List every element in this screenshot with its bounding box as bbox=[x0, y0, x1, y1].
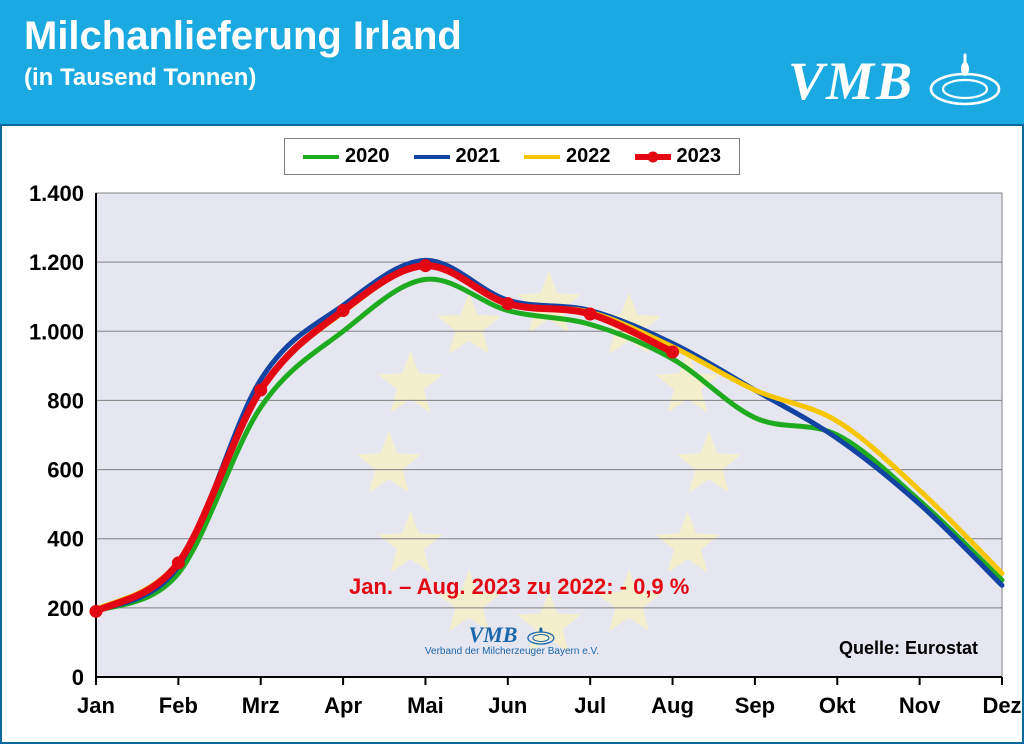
legend-label: 2023 bbox=[677, 145, 722, 168]
svg-text:400: 400 bbox=[47, 527, 84, 552]
svg-text:Mrz: Mrz bbox=[242, 693, 280, 718]
chart-header: Milchanlieferung Irland (in Tausend Tonn… bbox=[0, 0, 1024, 126]
legend-item: 2023 bbox=[635, 145, 722, 168]
svg-text:Aug: Aug bbox=[651, 693, 694, 718]
brand-logo: VMB bbox=[788, 50, 1002, 112]
legend-item: 2021 bbox=[414, 145, 501, 168]
svg-text:800: 800 bbox=[47, 388, 84, 413]
svg-text:Jul: Jul bbox=[574, 693, 606, 718]
svg-text:600: 600 bbox=[47, 458, 84, 483]
svg-text:Nov: Nov bbox=[899, 693, 941, 718]
legend-item: 2020 bbox=[303, 145, 390, 168]
svg-text:1.400: 1.400 bbox=[29, 181, 84, 206]
svg-text:Dez: Dez bbox=[982, 693, 1021, 718]
chart-watermark: VMB Verband der Milcherzeuger Bayern e.V… bbox=[425, 622, 599, 657]
svg-text:Jan: Jan bbox=[77, 693, 115, 718]
chart-legend: 2020 2021 2022 2023 bbox=[284, 138, 740, 175]
legend-label: 2020 bbox=[345, 145, 390, 168]
chart-container: 0 200 400 600 800 1.000 1.200 1.400 Jan Feb Mrz Apr… bbox=[0, 126, 1024, 744]
source-label: Quelle: Eurostat bbox=[839, 638, 978, 659]
brand-logo-text: VMB bbox=[788, 50, 914, 112]
legend-label: 2022 bbox=[566, 145, 611, 168]
svg-text:Sep: Sep bbox=[735, 693, 775, 718]
svg-text:Feb: Feb bbox=[159, 693, 198, 718]
legend-item: 2022 bbox=[524, 145, 611, 168]
legend-swatch bbox=[524, 155, 560, 159]
svg-text:Jun: Jun bbox=[488, 693, 527, 718]
legend-label: 2021 bbox=[456, 145, 501, 168]
svg-text:Mai: Mai bbox=[407, 693, 444, 718]
svg-text:1.200: 1.200 bbox=[29, 250, 84, 275]
milk-swirl-icon bbox=[525, 624, 555, 646]
svg-text:1.000: 1.000 bbox=[29, 319, 84, 344]
milk-swirl-icon bbox=[928, 53, 1002, 109]
legend-swatch bbox=[635, 154, 671, 160]
watermark-subtext: Verband der Milcherzeuger Bayern e.V. bbox=[425, 646, 599, 657]
legend-swatch bbox=[414, 155, 450, 159]
svg-text:200: 200 bbox=[47, 596, 84, 621]
svg-text:Apr: Apr bbox=[324, 693, 362, 718]
chart-annotation: Jan. – Aug. 2023 zu 2022: - 0,9 % bbox=[349, 574, 689, 600]
svg-text:0: 0 bbox=[72, 665, 84, 690]
watermark-text: VMB bbox=[469, 622, 518, 648]
svg-text:Okt: Okt bbox=[819, 693, 856, 718]
legend-swatch bbox=[303, 155, 339, 159]
